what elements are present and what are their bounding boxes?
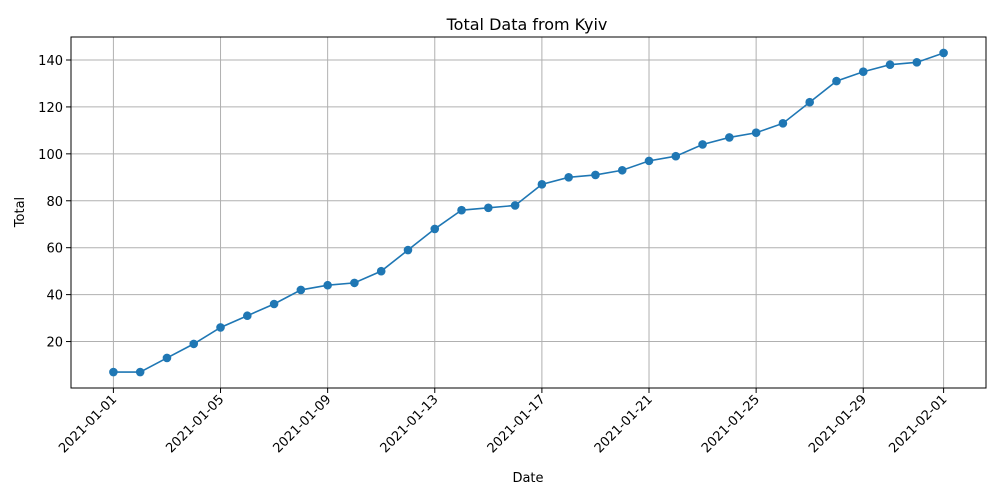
data-point [858,67,868,77]
x-tick-label: 2021-01-29 [806,392,870,456]
y-tick-label: 60 [46,242,63,257]
y-tick-label: 100 [38,148,63,163]
data-point [350,278,359,288]
y-tick-label: 120 [38,101,63,116]
data-point [698,140,707,149]
data-point [457,205,466,215]
y-tick-label: 20 [46,336,63,351]
data-point [591,170,600,180]
y-axis-label: Total [13,197,28,228]
y-tick-label: 140 [38,54,63,69]
data-point [296,285,306,295]
data-point [323,280,332,290]
x-tick-label: 2021-01-17 [485,392,549,456]
chart-title: Total Data from Kyiv [446,15,608,34]
data-point [725,133,734,142]
plot-area-frame [70,36,987,389]
series-line [113,52,944,373]
data-point [537,180,547,189]
data-point [135,367,145,377]
data-point [162,353,172,363]
data-point [403,245,413,255]
data-point [109,367,118,377]
data-point [216,323,225,332]
data-point [805,97,814,107]
x-axis-label: Date [512,471,543,486]
x-tick-label: 2021-01-25 [699,392,763,456]
data-point [243,311,252,321]
x-tick-label: 2021-01-09 [270,392,334,456]
data-point [912,58,922,67]
data-point [644,156,654,166]
data-point [269,299,279,309]
y-tick-label: 40 [46,289,63,304]
data-point [484,203,493,213]
data-point [751,128,761,138]
data-point [778,119,788,128]
data-point [939,48,948,58]
data-point [510,201,520,210]
axis-layer: 2021-01-01 2021-01-05 2021-01-09 2021-01-13… [38,54,950,456]
x-tick-label: 2021-02-01 [886,392,950,456]
data-point [430,224,440,234]
data-point [617,165,627,175]
data-point [671,151,681,161]
data-point [564,173,573,182]
grid-layer [71,37,986,388]
x-tick-label: 2021-01-01 [56,392,120,456]
x-tick-label: 2021-01-13 [378,392,442,456]
data-point [832,76,841,86]
data-point [189,339,199,349]
y-tick-label: 80 [46,195,63,210]
data-point [376,266,386,276]
x-tick-label: 2021-01-21 [592,392,656,456]
x-tick-label: 2021-01-05 [163,392,227,456]
series-layer [109,48,948,377]
data-point [885,60,895,69]
